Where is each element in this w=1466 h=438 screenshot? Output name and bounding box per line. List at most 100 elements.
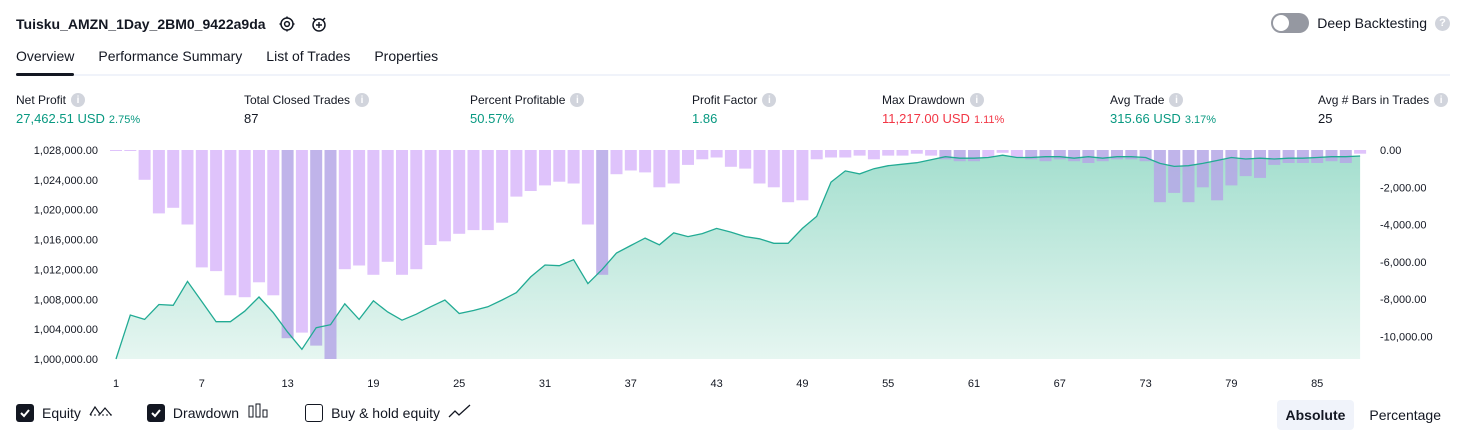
drawdown-bar bbox=[138, 150, 151, 180]
value-mode-switch: Absolute Percentage bbox=[1276, 400, 1451, 430]
right-axis-tick-label: -10,000.00 bbox=[1380, 331, 1433, 343]
drawdown-bar bbox=[825, 150, 837, 158]
drawdown-bar bbox=[295, 150, 308, 333]
drawdown-bar bbox=[381, 150, 394, 262]
help-icon[interactable]: ? bbox=[1435, 15, 1450, 31]
stat-label: Profit Factor bbox=[692, 93, 758, 107]
drawdown-bar bbox=[1325, 150, 1338, 162]
stat-value: 315.66 USD bbox=[1110, 111, 1181, 126]
toggle-knob bbox=[1273, 15, 1290, 31]
drawdown-bar bbox=[724, 150, 737, 167]
gear-icon[interactable] bbox=[276, 13, 298, 35]
drawdown-bar bbox=[1239, 150, 1252, 177]
stat-percent: 3.17% bbox=[1184, 114, 1217, 126]
absolute-button[interactable]: Absolute bbox=[1276, 400, 1355, 430]
info-icon[interactable]: i bbox=[570, 93, 585, 107]
right-axis-tick-label: -2,000.00 bbox=[1380, 182, 1426, 194]
info-icon[interactable]: i bbox=[969, 93, 984, 107]
drawdown-bar bbox=[1153, 150, 1166, 203]
stat-label: Avg # Bars in Trades bbox=[1318, 93, 1430, 107]
drawdown-bar bbox=[596, 150, 609, 275]
drawdown-bar bbox=[1211, 150, 1224, 201]
percentage-button[interactable]: Percentage bbox=[1369, 407, 1441, 423]
stats-row: Net Profit i 27,462.51 USD 2.75% Total Clo… bbox=[0, 93, 1466, 133]
tab-performance-summary[interactable]: Performance Summary bbox=[98, 48, 243, 64]
checkbox-checked-icon[interactable] bbox=[16, 403, 34, 422]
legend-buy-hold[interactable]: Buy & hold equity bbox=[305, 403, 472, 422]
drawdown-bar bbox=[982, 150, 995, 158]
stat-label: Total Closed Trades bbox=[244, 93, 351, 107]
drawdown-bar bbox=[338, 150, 351, 270]
x-axis-tick-label: 19 bbox=[367, 378, 379, 390]
drawdown-bar bbox=[810, 150, 823, 160]
add-alert-icon[interactable] bbox=[308, 13, 330, 35]
drawdown-bar bbox=[653, 150, 666, 188]
checkbox-unchecked-icon[interactable] bbox=[305, 403, 324, 422]
right-axis-tick-label: -8,000.00 bbox=[1380, 294, 1426, 306]
info-icon[interactable]: i bbox=[762, 93, 777, 107]
left-axis-tick-label: 1,000,000.00 bbox=[34, 354, 98, 366]
x-axis-tick-label: 25 bbox=[453, 378, 465, 390]
drawdown-bar bbox=[753, 150, 766, 184]
drawdown-bar bbox=[853, 150, 866, 156]
drawdown-bar bbox=[1111, 150, 1123, 160]
stat-value: 1.86 bbox=[692, 111, 718, 126]
drawdown-bar bbox=[925, 150, 938, 156]
drawdown-bar bbox=[396, 150, 408, 275]
drawdown-bar bbox=[310, 150, 323, 346]
checkbox-checked-icon[interactable] bbox=[146, 403, 165, 422]
drawdown-bar bbox=[496, 150, 509, 223]
tab-properties[interactable]: Properties bbox=[374, 48, 439, 64]
drawdown-bar bbox=[167, 150, 180, 208]
deep-backtesting-label: Deep Backtesting bbox=[1317, 15, 1427, 31]
x-axis-tick-label: 55 bbox=[882, 378, 894, 390]
stat-max-drawdown: Max Drawdown i 11,217.00 USD 1.11% bbox=[882, 93, 1004, 126]
stat-total-closed-trades: Total Closed Trades i 87 bbox=[244, 93, 370, 126]
drawdown-bar bbox=[710, 150, 723, 158]
drawdown-bar bbox=[353, 150, 366, 266]
stat-net-profit: Net Profit i 27,462.51 USD 2.75% bbox=[16, 93, 140, 126]
deep-backtesting-toggle[interactable] bbox=[1271, 13, 1310, 33]
stat-value: 87 bbox=[244, 111, 259, 126]
x-axis-tick-label: 61 bbox=[968, 378, 980, 390]
equity-line-icon bbox=[89, 403, 113, 422]
info-icon[interactable]: i bbox=[1169, 93, 1184, 107]
equity-area bbox=[116, 155, 1361, 359]
drawdown-bar bbox=[739, 150, 752, 169]
x-axis-tick-label: 49 bbox=[796, 378, 808, 390]
info-icon[interactable]: i bbox=[1434, 93, 1449, 107]
drawdown-bar bbox=[968, 150, 980, 162]
drawdown-bar bbox=[367, 150, 380, 275]
drawdown-bar bbox=[1268, 150, 1281, 165]
drawdown-bar bbox=[610, 150, 623, 175]
tab-list-of-trades[interactable]: List of Trades bbox=[266, 48, 351, 64]
left-axis-tick-label: 1,008,000.00 bbox=[34, 294, 98, 306]
stat-label: Net Profit bbox=[16, 93, 67, 107]
stat-value: 11,217.00 USD bbox=[882, 111, 970, 126]
info-icon[interactable]: i bbox=[71, 93, 86, 107]
drawdown-bar bbox=[782, 150, 795, 203]
right-axis-tick-label: -4,000.00 bbox=[1380, 220, 1426, 232]
drawdown-bar bbox=[267, 150, 280, 296]
left-axis-tick-label: 1,020,000.00 bbox=[34, 205, 98, 217]
tab-overview[interactable]: Overview bbox=[16, 48, 75, 76]
drawdown-bar bbox=[1354, 150, 1367, 154]
x-axis-tick-label: 73 bbox=[1139, 378, 1151, 390]
drawdown-bar bbox=[1254, 150, 1266, 178]
equity-drawdown-chart[interactable]: 1,028,000.00 1,024,000.00 1,020,000.00 1,01… bbox=[0, 138, 1466, 396]
drawdown-bar bbox=[424, 150, 437, 245]
left-axis-tick-label: 1,012,000.00 bbox=[34, 264, 98, 276]
drawdown-bar bbox=[438, 150, 451, 242]
drawdown-bar bbox=[767, 150, 780, 188]
drawdown-bar bbox=[124, 150, 137, 151]
drawdown-bar bbox=[882, 150, 895, 156]
drawdown-bar bbox=[896, 150, 909, 156]
drawdown-bar bbox=[324, 150, 337, 359]
drawdown-bar bbox=[539, 150, 551, 186]
legend-drawdown[interactable]: Drawdown bbox=[146, 403, 271, 422]
drawdown-bar bbox=[524, 150, 537, 191]
drawdown-bar bbox=[1311, 150, 1324, 163]
drawdown-bar bbox=[281, 150, 294, 339]
info-icon[interactable]: i bbox=[355, 93, 370, 107]
legend-equity[interactable]: Equity bbox=[16, 403, 113, 422]
